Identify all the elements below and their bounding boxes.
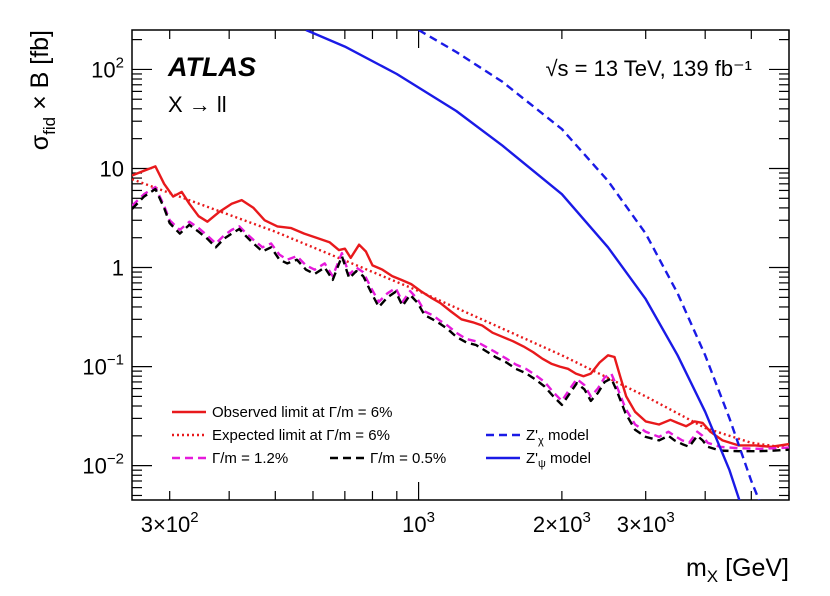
labels-group: 3×102 103 2×103 3×103 10−2 10−1 1 10 102 mX [GeV]… — [26, 30, 789, 586]
x-tick-label: 103 — [402, 509, 435, 537]
axis-ticks — [132, 30, 790, 500]
experiment-label: ATLAS — [167, 52, 256, 82]
legend-label-4: Z'χ model — [526, 427, 589, 447]
legend-label-1: Expected limit at Γ/m = 6% — [212, 427, 390, 444]
series-line-1 — [132, 178, 789, 450]
legend-label-0: Observed limit at Γ/m = 6% — [212, 404, 392, 421]
series-line-3 — [132, 187, 789, 453]
x-tick-label: 3×102 — [141, 509, 199, 537]
legend-label-5: Z'ψ model — [526, 450, 591, 470]
y-tick-label: 10 — [100, 156, 124, 181]
y-tick-label: 102 — [91, 54, 124, 82]
y-tick-label: 1 — [112, 256, 124, 281]
x-axis-title: mX [GeV] — [686, 554, 789, 586]
plot-frame — [131, 29, 790, 501]
process-label: X → ll — [168, 92, 227, 117]
series-line-5 — [305, 30, 741, 500]
y-axis-title: σfid × B [fb] — [26, 30, 59, 150]
y-tick-label: 10−1 — [82, 352, 124, 380]
legend: Observed limit at Γ/m = 6% Expected limit… — [172, 404, 591, 470]
series-line-2 — [132, 185, 789, 450]
y-tick-label: 10−2 — [82, 451, 124, 479]
series-line-4 — [417, 30, 761, 500]
x-tick-label: 2×103 — [533, 509, 591, 537]
series-line-0 — [132, 165, 789, 448]
legend-label-2: Γ/m = 1.2% — [212, 450, 288, 467]
x-tick-label: 3×103 — [617, 509, 675, 537]
legend-label-3: Γ/m = 0.5% — [370, 450, 446, 467]
energy-lumi-label: √s = 13 TeV, 139 fb⁻¹ — [545, 56, 752, 81]
series-group — [132, 30, 789, 500]
